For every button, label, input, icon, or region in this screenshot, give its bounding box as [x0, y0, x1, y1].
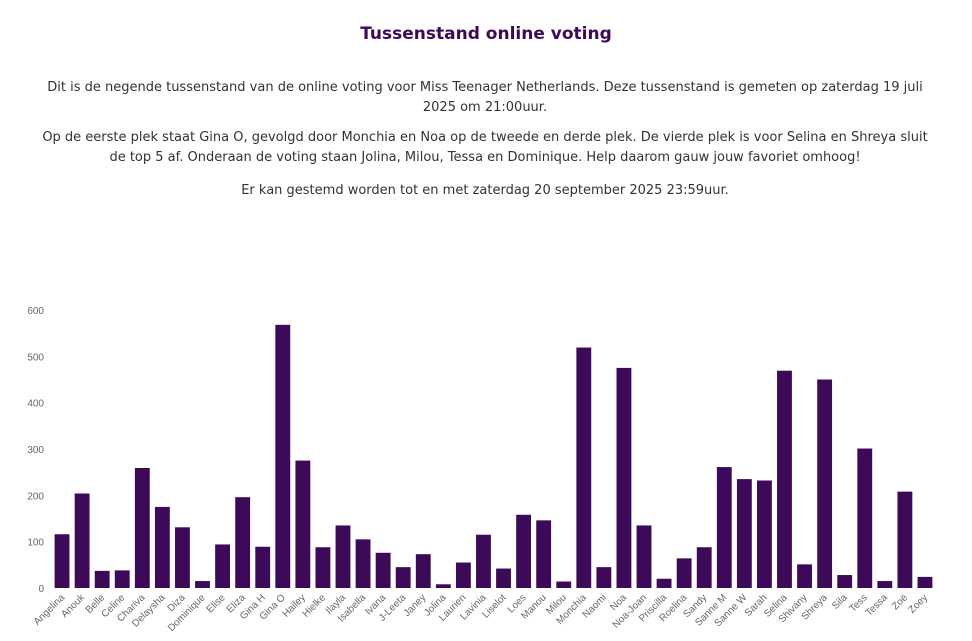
bar: [94, 570, 110, 588]
y-tick-label: 500: [27, 352, 44, 363]
bar: [636, 525, 652, 588]
y-tick-label: 400: [27, 399, 44, 410]
x-tick-label: Janey: [402, 592, 429, 619]
bar: [415, 554, 431, 588]
y-tick-label: 600: [27, 306, 44, 317]
bar: [455, 562, 471, 588]
bar: [857, 448, 873, 588]
x-tick-label: Zoey: [907, 592, 931, 616]
bar: [295, 460, 311, 588]
bar: [235, 497, 251, 588]
deadline-paragraph: Er kan gestemd worden tot en met zaterda…: [241, 183, 729, 198]
bar: [175, 527, 190, 588]
y-tick-label: 100: [27, 538, 44, 549]
intro-paragraph: Dit is de negende tussenstand van de onl…: [47, 80, 923, 115]
bar: [917, 576, 933, 588]
bar: [375, 552, 391, 588]
bar: [54, 534, 70, 588]
y-tick-label: 300: [27, 445, 44, 456]
bar: [616, 367, 632, 588]
bar: [255, 546, 271, 588]
y-tick-label: 0: [38, 584, 44, 595]
bar: [817, 379, 833, 588]
x-tick-label: Hielke: [301, 592, 329, 620]
bar: [536, 520, 552, 588]
bar: [696, 547, 712, 588]
bar: [496, 568, 511, 588]
x-tick-label: Sila: [830, 592, 850, 612]
x-tick-label: Anouk: [59, 592, 88, 621]
y-tick-label: 200: [27, 491, 44, 502]
bar: [154, 506, 170, 588]
bar: [897, 491, 913, 588]
page-title: Tussenstand online voting: [360, 24, 612, 44]
bar: [656, 578, 672, 588]
bar: [837, 575, 853, 588]
bar: [134, 468, 150, 588]
x-tick-label: Elise: [205, 592, 228, 615]
bar: [736, 479, 752, 588]
bar: [576, 347, 592, 588]
bar: [877, 581, 893, 588]
bar: [315, 547, 331, 588]
bar: [516, 514, 532, 588]
bar: [556, 581, 572, 588]
bar: [335, 525, 351, 588]
bar: [435, 584, 451, 588]
bar: [777, 370, 792, 588]
bar: [716, 467, 732, 588]
bar: [215, 544, 230, 588]
bar: [596, 567, 612, 588]
bar: [114, 570, 130, 588]
ranking-paragraph: Op de eerste plek staat Gina O, gevolgd …: [42, 130, 928, 165]
bar: [355, 539, 371, 588]
bar: [476, 534, 491, 588]
bar: [676, 558, 692, 588]
bar: [195, 581, 210, 588]
x-tick-label: Tessa: [864, 592, 891, 619]
bar: [395, 567, 411, 588]
bar: [757, 480, 772, 588]
bar: [275, 324, 291, 588]
bar: [74, 493, 90, 588]
bar: [797, 564, 812, 588]
